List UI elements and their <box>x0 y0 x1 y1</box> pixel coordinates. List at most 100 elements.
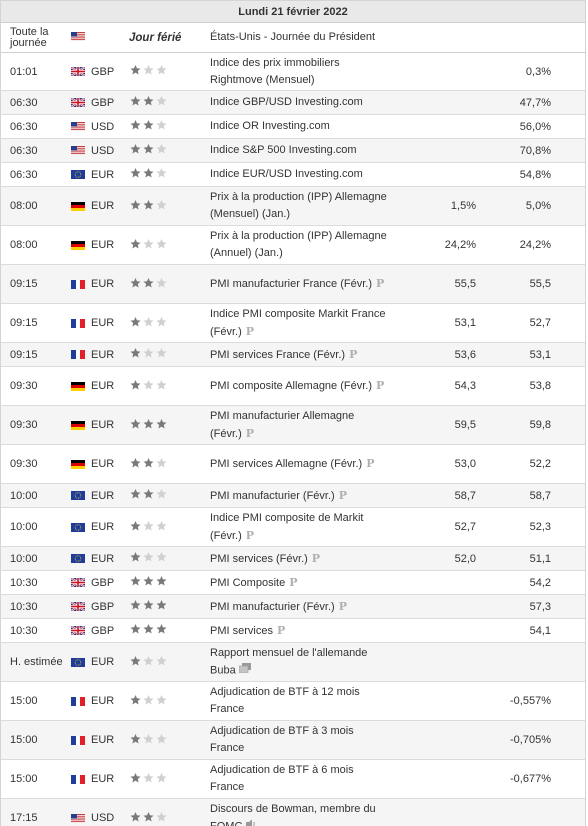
event-name[interactable]: PMI services Allemagne (Févr.) P <box>210 445 390 483</box>
event-name-text[interactable]: PMI composite Allemagne (Févr.) <box>210 380 373 392</box>
event-name-text[interactable]: PMI manufacturier (Févr.) <box>210 489 335 502</box>
event-name[interactable]: Indice EUR/USD Investing.com <box>210 163 390 186</box>
event-name-text[interactable]: Indice PMI composite Markit France (Févr… <box>210 307 386 338</box>
event-row[interactable]: 08:00 EUR Prix à la production (IPP) All… <box>1 226 585 265</box>
holiday-time: Toute la journée <box>10 25 49 49</box>
event-name[interactable]: PMI manufacturier (Févr.) P <box>210 595 390 618</box>
event-name[interactable]: PMI manufacturier France (Févr.) P <box>210 265 390 303</box>
event-name-text[interactable]: PMI Composite <box>210 576 286 589</box>
document-icon[interactable] <box>238 662 251 679</box>
event-name[interactable]: Indice S&P 500 Investing.com <box>210 139 390 162</box>
event-name[interactable]: PMI services France (Févr.) P <box>210 343 390 366</box>
event-name[interactable]: PMI composite Allemagne (Févr.) P <box>210 367 390 405</box>
event-name[interactable]: Indice PMI composite Markit France (Févr… <box>210 304 390 342</box>
de-flag-icon <box>71 226 89 264</box>
event-name[interactable]: PMI services (Févr.) P <box>210 547 390 570</box>
event-name-text[interactable]: Indice PMI composite de Markit (Févr.) <box>210 511 364 542</box>
event-name-text[interactable]: Discours de Bowman, membre du FOMC <box>210 802 376 826</box>
event-name[interactable]: Prix à la production (IPP) Allemagne (Me… <box>210 187 390 225</box>
star-filled-icon <box>129 167 142 182</box>
event-name[interactable]: Indice GBP/USD Investing.com <box>210 91 390 114</box>
event-previous <box>391 91 476 114</box>
event-name-text[interactable]: Indice S&P 500 Investing.com <box>210 144 357 156</box>
event-row[interactable]: 10:30 GBP PMI manufacturier (Févr.) P 57,… <box>1 595 585 619</box>
event-currency: EUR <box>91 656 115 668</box>
event-name[interactable]: Adjudication de BTF à 6 mois France <box>210 760 390 798</box>
holiday-event[interactable]: États-Unis - Journée du Président <box>210 31 376 43</box>
event-name-text[interactable]: PMI manufacturier (Févr.) <box>210 600 335 613</box>
event-row[interactable]: 10:00 EUR PMI manufacturier (Févr.) P 58,… <box>1 484 585 508</box>
event-name[interactable]: Adjudication de BTF à 12 mois France <box>210 682 390 720</box>
star-empty-icon <box>155 379 168 394</box>
event-name-text[interactable]: PMI services Allemagne (Févr.) <box>210 458 363 470</box>
event-previous <box>391 595 476 618</box>
event-name[interactable]: PMI manufacturier Allemagne (Févr.) P <box>210 406 390 444</box>
event-name[interactable]: PMI Composite P <box>210 571 390 594</box>
event-currency: EUR <box>91 348 115 361</box>
event-name-text[interactable]: Prix à la production (IPP) Allemagne (Me… <box>210 191 387 220</box>
event-row[interactable]: 06:30 EUR Indice EUR/USD Investing.com 5… <box>1 163 585 187</box>
event-name[interactable]: Indice des prix immobiliers Rightmove (M… <box>210 53 390 90</box>
event-row[interactable]: 09:30 EUR PMI services Allemagne (Févr.)… <box>1 445 585 484</box>
event-name-text[interactable]: Rapport mensuel de l'allemande Buba <box>210 646 368 677</box>
star-empty-icon <box>155 143 168 158</box>
event-name-text[interactable]: Indice EUR/USD Investing.com <box>210 168 363 180</box>
event-name-text[interactable]: PMI services <box>210 624 273 637</box>
event-row[interactable]: 10:30 GBP PMI services P 54,1 <box>1 619 585 643</box>
event-importance <box>129 187 181 225</box>
event-row[interactable]: H. estimée EUR Rapport mensuel de l'alle… <box>1 643 585 682</box>
event-name-text[interactable]: Adjudication de BTF à 6 mois France <box>210 764 354 793</box>
star-empty-icon <box>155 551 168 566</box>
event-name-text[interactable]: Indice GBP/USD Investing.com <box>210 96 363 108</box>
event-row[interactable]: 09:15 EUR Indice PMI composite Markit Fr… <box>1 304 585 343</box>
event-row[interactable]: 01:01 GBP Indice des prix immobiliers Ri… <box>1 53 585 91</box>
event-row[interactable]: 08:00 EUR Prix à la production (IPP) All… <box>1 187 585 226</box>
event-name-text[interactable]: Indice des prix immobiliers Rightmove (M… <box>210 56 340 86</box>
event-row[interactable]: 10:00 EUR PMI services (Févr.) P 52,0 51,… <box>1 547 585 571</box>
speaker-icon[interactable] <box>245 818 257 826</box>
event-importance <box>129 115 181 138</box>
de-flag-icon <box>71 187 89 225</box>
event-row[interactable]: 09:15 EUR PMI manufacturier France (Févr… <box>1 265 585 304</box>
event-previous <box>391 139 476 162</box>
event-row[interactable]: 06:30 USD Indice S&P 500 Investing.com 7… <box>1 139 585 163</box>
event-name-text[interactable]: Adjudication de BTF à 3 mois France <box>210 725 354 754</box>
event-name-text[interactable]: Prix à la production (IPP) Allemagne (An… <box>210 230 387 259</box>
us-flag-icon <box>71 139 89 162</box>
event-row[interactable]: 17:15 USD Discours de Bowman, membre du … <box>1 799 585 826</box>
event-name[interactable]: Prix à la production (IPP) Allemagne (An… <box>210 226 390 264</box>
event-name-text[interactable]: PMI services France (Févr.) <box>210 348 346 361</box>
event-name[interactable]: Adjudication de BTF à 3 mois France <box>210 721 390 759</box>
event-name[interactable]: Indice OR Investing.com <box>210 115 390 138</box>
event-previous: 58,7 <box>454 489 476 502</box>
star-filled-icon <box>129 551 142 566</box>
event-time: 09:30 <box>10 419 38 431</box>
event-row[interactable]: 15:00 EUR Adjudication de BTF à 3 mois F… <box>1 721 585 760</box>
event-row[interactable]: 10:30 GBP PMI Composite P 54,2 <box>1 571 585 595</box>
star-filled-icon <box>129 488 142 503</box>
event-row[interactable]: 09:30 EUR PMI manufacturier Allemagne (F… <box>1 406 585 445</box>
event-row[interactable]: 10:00 EUR Indice PMI composite de Markit… <box>1 508 585 547</box>
event-row[interactable]: 15:00 EUR Adjudication de BTF à 12 mois … <box>1 682 585 721</box>
event-name[interactable]: Indice PMI composite de Markit (Févr.) P <box>210 508 390 546</box>
event-name[interactable]: Rapport mensuel de l'allemande Buba <box>210 643 390 681</box>
event-row[interactable]: 09:30 EUR PMI composite Allemagne (Févr.… <box>1 367 585 406</box>
event-name-text[interactable]: Adjudication de BTF à 12 mois France <box>210 686 360 715</box>
event-name[interactable]: PMI services P <box>210 619 390 642</box>
star-empty-icon <box>155 457 168 472</box>
event-currency: USD <box>91 144 115 157</box>
event-row[interactable]: 09:15 EUR PMI services France (Févr.) P 5… <box>1 343 585 367</box>
fr-flag-icon <box>71 304 89 342</box>
event-previous: 59,5 <box>454 419 476 431</box>
event-name[interactable]: PMI manufacturier (Févr.) P <box>210 484 390 507</box>
event-name-text[interactable]: Indice OR Investing.com <box>210 120 330 132</box>
event-name[interactable]: Discours de Bowman, membre du FOMC <box>210 799 390 826</box>
event-time: 06:30 <box>10 96 38 109</box>
event-previous <box>391 760 476 798</box>
event-row[interactable]: 06:30 USD Indice OR Investing.com 56,0% <box>1 115 585 139</box>
event-name-text[interactable]: PMI services (Févr.) <box>210 552 308 565</box>
event-row[interactable]: 06:30 GBP Indice GBP/USD Investing.com 4… <box>1 91 585 115</box>
event-row[interactable]: 15:00 EUR Adjudication de BTF à 6 mois F… <box>1 760 585 799</box>
event-name-text[interactable]: PMI manufacturier Allemagne (Févr.) <box>210 409 355 440</box>
event-name-text[interactable]: PMI manufacturier France (Févr.) <box>210 278 372 290</box>
